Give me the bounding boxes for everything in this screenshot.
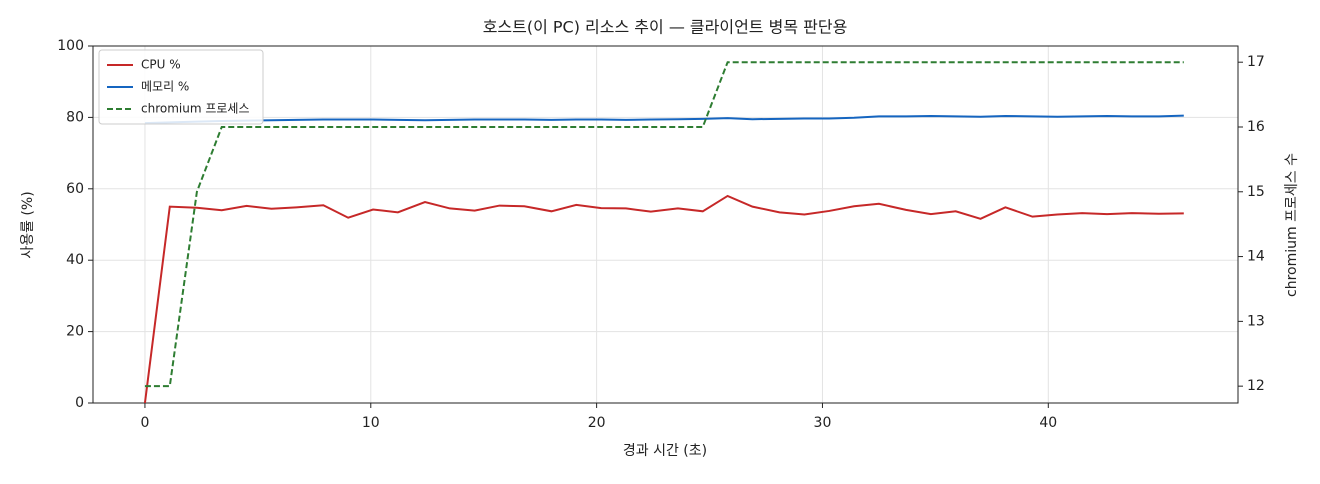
series-line — [143, 194, 1184, 404]
series-line — [144, 61, 1184, 388]
x-tick-label: 20 — [588, 415, 606, 431]
y2-tick-label: 12 — [1247, 378, 1265, 394]
y-tick-label: 20 — [66, 324, 84, 340]
y-tick-label: 60 — [66, 181, 84, 197]
y2-tick-label: 16 — [1247, 119, 1265, 135]
y-tick-label: 0 — [75, 395, 84, 411]
legend-box — [98, 49, 264, 125]
y-tick-label: 100 — [57, 38, 84, 54]
y2-tick-label: 17 — [1247, 54, 1265, 70]
series-line — [144, 114, 1184, 125]
y-tick-label: 80 — [66, 109, 84, 125]
y2-tick-label: 15 — [1247, 184, 1265, 200]
y2-tick-label: 13 — [1247, 313, 1265, 329]
legend-label: chromium 프로세스 — [141, 102, 250, 116]
plot-frame — [92, 45, 1239, 404]
y2-tick-label: 14 — [1247, 249, 1265, 265]
legend-label: 메모리 % — [141, 80, 189, 94]
x-tick-label: 10 — [362, 415, 380, 431]
x-tick-label: 0 — [140, 415, 149, 431]
x-axis-label: 경과 시간 (초) — [623, 443, 707, 459]
y2-axis-label: chromium 프로세스 수 — [1284, 153, 1300, 297]
x-tick-label: 40 — [1039, 415, 1057, 431]
legend-label: CPU % — [141, 58, 181, 72]
x-tick-label: 30 — [814, 415, 832, 431]
y-tick-label: 40 — [66, 252, 84, 268]
chart-title: 호스트(이 PC) 리소스 추이 — 클라이언트 병목 판단용 — [483, 18, 848, 37]
y-axis-label: 사용률 (%) — [20, 191, 36, 258]
